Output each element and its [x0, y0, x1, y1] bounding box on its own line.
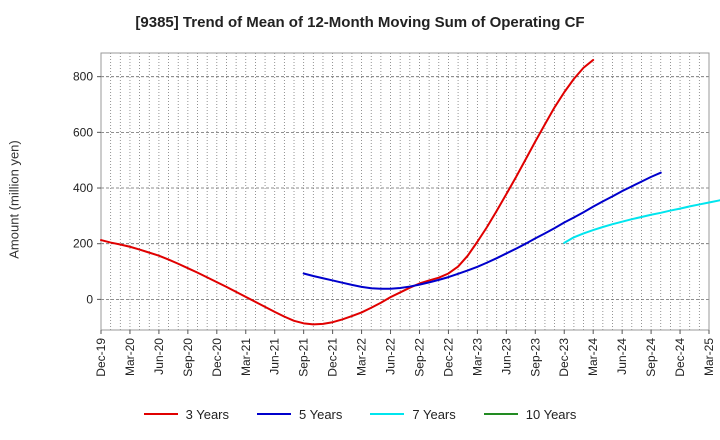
legend-item: 3 Years: [143, 406, 229, 422]
x-tick-label: Dec-19: [94, 338, 108, 377]
legend-swatch: [257, 413, 291, 415]
y-tick-label: 600: [73, 125, 93, 139]
series-lines: [100, 58, 720, 326]
x-tick-label: Mar-23: [470, 338, 484, 376]
x-tick-label: Sep-23: [528, 338, 542, 377]
x-tick-label: Mar-21: [239, 338, 253, 376]
x-ticks: Dec-19 Mar-20 Jun-20 Sep-20 Dec-20 Mar-21 Jun-…: [94, 330, 716, 377]
y-tick-label: 400: [73, 181, 93, 195]
y-tick-label: 800: [73, 70, 93, 84]
y-tick-label: 0: [86, 292, 93, 306]
legend: 3 Years 5 Years 7 Years 10 Years: [0, 402, 720, 426]
legend-item: 10 Years: [483, 406, 577, 422]
legend-swatch: [483, 413, 518, 415]
grid-lines: [100, 53, 710, 330]
x-tick-label: Jun-22: [384, 338, 398, 375]
legend-label: 5 Years: [299, 406, 343, 422]
x-tick-label: Sep-20: [181, 338, 195, 377]
x-tick-label: Sep-24: [644, 338, 658, 377]
x-tick-label: Dec-22: [441, 338, 455, 377]
legend-swatch: [143, 413, 178, 415]
x-tick-label: Dec-20: [210, 338, 224, 377]
x-tick-label: Mar-22: [355, 338, 369, 376]
plot-area-frame: [100, 52, 710, 331]
legend-label: 10 Years: [525, 406, 577, 422]
x-tick-label: Dec-23: [557, 338, 571, 377]
legend-label: 7 Years: [412, 406, 456, 422]
legend-label: 3 Years: [185, 406, 229, 422]
x-tick-label: Sep-21: [297, 338, 311, 377]
chart-title: [9385] Trend of Mean of 12-Month Moving …: [135, 14, 585, 31]
x-tick-label: Jun-21: [268, 338, 282, 375]
x-tick-label: Sep-22: [412, 338, 426, 377]
legend-item: 7 Years: [370, 406, 456, 422]
x-tick-label: Mar-20: [123, 338, 137, 376]
series-line-7-years: [563, 199, 720, 244]
x-tick-label: Mar-25: [702, 338, 716, 376]
x-tick-label: Jun-23: [499, 338, 513, 375]
y-tick-label: 200: [73, 237, 93, 251]
x-tick-label: Dec-24: [673, 338, 687, 377]
legend-item: 5 Years: [257, 407, 342, 422]
x-tick-label: Mar-24: [586, 338, 600, 376]
legend-swatch: [370, 413, 405, 415]
y-ticks: 0 200 400 600 800: [73, 70, 101, 306]
series-line-5-years: [302, 171, 662, 290]
x-tick-label: Jun-24: [615, 338, 629, 375]
x-tick-label: Dec-21: [326, 338, 340, 377]
x-tick-label: Jun-20: [152, 338, 166, 375]
series-line-3-years: [100, 58, 595, 326]
